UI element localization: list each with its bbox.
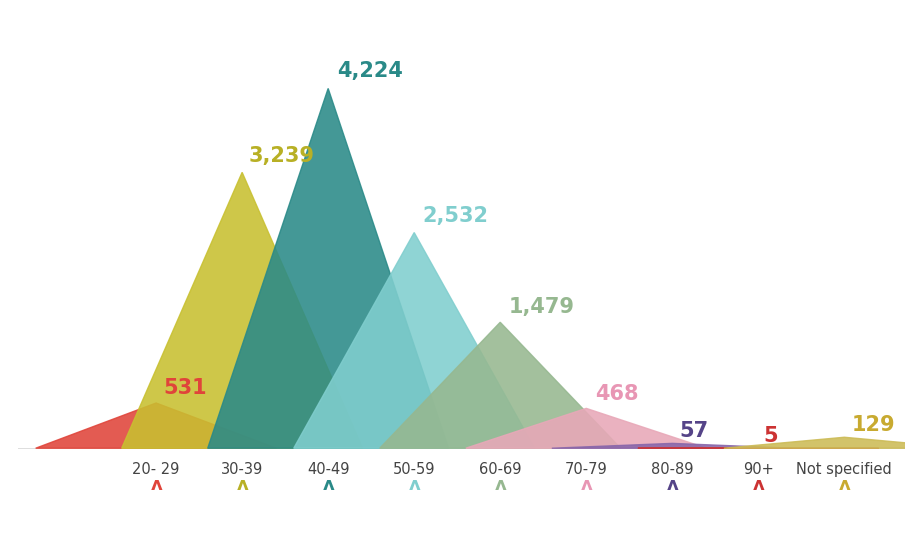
Text: ʌ: ʌ bbox=[495, 476, 506, 494]
Polygon shape bbox=[122, 172, 363, 448]
Polygon shape bbox=[379, 322, 620, 448]
Text: ʌ: ʌ bbox=[408, 476, 420, 494]
Text: 531: 531 bbox=[163, 378, 207, 398]
Text: 40-49: 40-49 bbox=[307, 462, 350, 477]
Text: ʌ: ʌ bbox=[150, 476, 162, 494]
Text: 129: 129 bbox=[851, 415, 894, 435]
Text: 90+: 90+ bbox=[743, 462, 773, 477]
Text: 468: 468 bbox=[594, 384, 639, 404]
Text: 50-59: 50-59 bbox=[393, 462, 436, 477]
Polygon shape bbox=[294, 233, 534, 448]
Text: ʌ: ʌ bbox=[666, 476, 678, 494]
Text: 1,479: 1,479 bbox=[509, 296, 575, 317]
Text: 30-39: 30-39 bbox=[221, 462, 263, 477]
Text: 5: 5 bbox=[763, 426, 778, 446]
Text: Not specified: Not specified bbox=[797, 462, 893, 477]
Text: 3,239: 3,239 bbox=[249, 146, 315, 166]
Text: ʌ: ʌ bbox=[752, 476, 764, 494]
Text: 80-89: 80-89 bbox=[651, 462, 693, 477]
Text: ʌ: ʌ bbox=[236, 476, 248, 494]
Polygon shape bbox=[466, 408, 707, 448]
Text: ʌ: ʌ bbox=[581, 476, 593, 494]
Polygon shape bbox=[208, 89, 449, 448]
Text: 70-79: 70-79 bbox=[565, 462, 607, 477]
Polygon shape bbox=[724, 437, 923, 448]
Polygon shape bbox=[36, 403, 277, 448]
Polygon shape bbox=[552, 443, 793, 448]
Text: 20- 29: 20- 29 bbox=[132, 462, 180, 477]
Text: 60-69: 60-69 bbox=[479, 462, 521, 477]
Text: 4,224: 4,224 bbox=[337, 61, 402, 81]
Text: 2,532: 2,532 bbox=[423, 206, 489, 226]
Text: ʌ: ʌ bbox=[322, 476, 334, 494]
Text: 57: 57 bbox=[679, 421, 708, 441]
Text: ʌ: ʌ bbox=[838, 476, 850, 494]
